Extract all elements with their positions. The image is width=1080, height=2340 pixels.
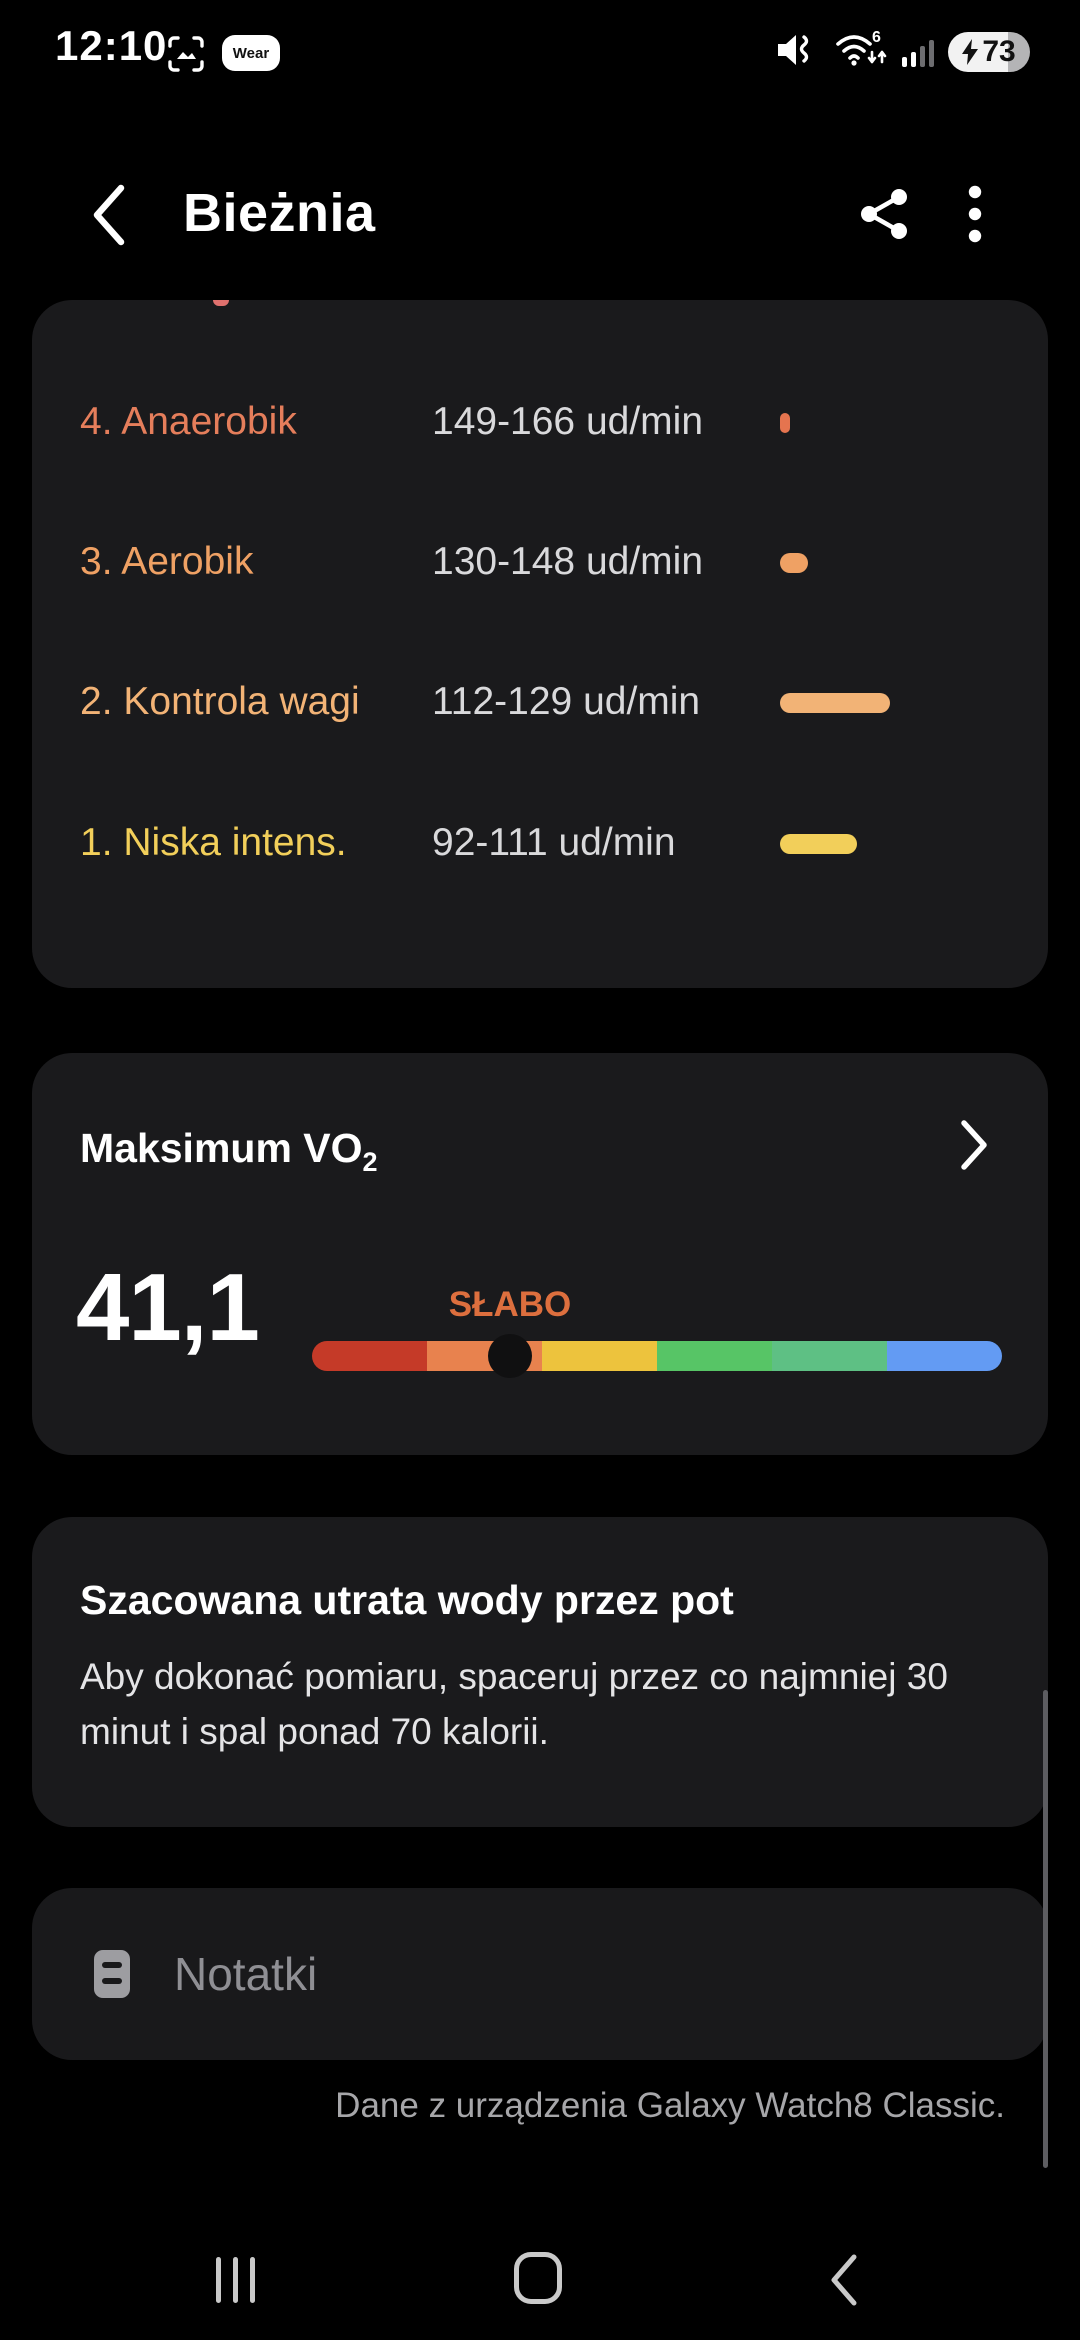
notes-card[interactable] bbox=[32, 1888, 1048, 2060]
vo2-max-title: Maksimum VO2 bbox=[80, 1125, 378, 1178]
signal-icon bbox=[902, 37, 934, 67]
zone-label: 3. Aerobik bbox=[80, 540, 254, 583]
zone-duration-bar bbox=[780, 553, 808, 573]
zone-row-anaerobic: 4. Anaerobik 149-166 ud/min bbox=[80, 394, 1000, 452]
vo2-gauge bbox=[312, 1341, 1002, 1371]
scrollbar-thumb[interactable] bbox=[1043, 1690, 1048, 2168]
wear-badge: Wear bbox=[222, 35, 280, 71]
zone-row-weight-control: 2. Kontrola wagi 112-129 ud/min bbox=[80, 674, 1000, 732]
data-source-label: Dane z urządzenia Galaxy Watch8 Classic. bbox=[335, 2086, 1005, 2125]
zone-duration-bar bbox=[780, 413, 790, 433]
recents-button[interactable] bbox=[200, 2252, 270, 2308]
vo2-max-value: 41,1 bbox=[76, 1254, 260, 1361]
heart-rate-zones-card: 4. Anaerobik 149-166 ud/min 3. Aerobik 1… bbox=[32, 300, 1048, 988]
battery-percent: 73 bbox=[982, 35, 1016, 68]
more-options-icon[interactable] bbox=[945, 184, 1005, 244]
zone-label: 1. Niska intens. bbox=[80, 821, 347, 864]
zone-row-low-intensity: 1. Niska intens. 92-111 ud/min bbox=[80, 815, 1000, 873]
vo2-rating-label: SŁABO bbox=[448, 1285, 572, 1324]
mute-vibrate-icon bbox=[774, 30, 818, 75]
page-title: Bieżnia bbox=[183, 183, 376, 243]
sweat-loss-card: Szacowana utrata wody przez pot Aby doko… bbox=[32, 1517, 1048, 1827]
zone-duration-bar bbox=[780, 693, 890, 713]
wifi6-icon: 6 bbox=[832, 28, 888, 77]
note-icon bbox=[94, 1950, 130, 1998]
notes-input[interactable] bbox=[172, 1928, 956, 2020]
zone-label: 4. Anaerobik bbox=[80, 400, 297, 443]
share-icon[interactable] bbox=[855, 184, 915, 244]
back-button[interactable] bbox=[78, 180, 138, 250]
cutoff-row-fragment bbox=[213, 300, 229, 306]
zone-duration-bar bbox=[780, 834, 857, 854]
vo2-gauge-marker bbox=[488, 1334, 533, 1378]
nav-back-button[interactable] bbox=[810, 2250, 876, 2310]
battery-icon: 73 bbox=[948, 32, 1030, 72]
screenshot-icon bbox=[166, 34, 206, 79]
zone-range: 112-129 ud/min bbox=[432, 680, 701, 723]
vo2-max-card[interactable]: Maksimum VO2 41,1 SŁABO bbox=[32, 1053, 1048, 1455]
zone-range: 130-148 ud/min bbox=[432, 540, 704, 583]
zone-row-aerobic: 3. Aerobik 130-148 ud/min bbox=[80, 534, 1000, 592]
zone-label: 2. Kontrola wagi bbox=[80, 680, 360, 723]
zone-range: 92-111 ud/min bbox=[432, 821, 676, 864]
sweat-loss-title: Szacowana utrata wody przez pot bbox=[80, 1577, 734, 1623]
svg-text:6: 6 bbox=[872, 29, 881, 46]
status-bar: 12:10 Wear 6 bbox=[0, 0, 1080, 90]
app-header: Bieżnia bbox=[0, 160, 1080, 270]
clock: 12:10 bbox=[55, 22, 168, 69]
chevron-right-icon[interactable] bbox=[952, 1115, 996, 1175]
zone-range: 149-166 ud/min bbox=[432, 400, 704, 443]
home-button[interactable] bbox=[514, 2252, 562, 2304]
sweat-loss-description: Aby dokonać pomiaru, spaceruj przez co n… bbox=[80, 1656, 948, 1752]
status-indicators: 6 73 bbox=[774, 28, 1030, 77]
navigation-bar bbox=[0, 2220, 1080, 2340]
